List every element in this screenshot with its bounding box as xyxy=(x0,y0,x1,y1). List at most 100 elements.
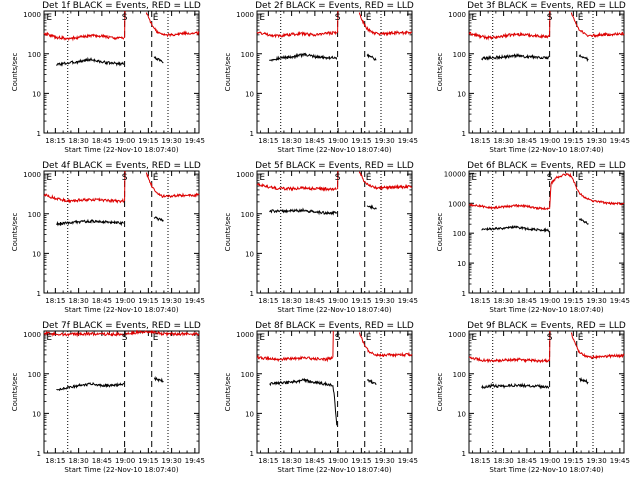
y-axis-label: Counts/sec xyxy=(436,373,444,412)
x-axis-label: Start Time (22-Nov-10 18:07:40) xyxy=(489,306,603,314)
events-trace xyxy=(578,218,589,225)
lld-trace xyxy=(43,31,125,42)
panel-title: Det 5f BLACK = Events, RED = LLD xyxy=(255,161,414,171)
events-trace xyxy=(366,53,377,61)
y-axis-label: Counts/sec xyxy=(224,213,232,252)
x-tick-label: 19:45 xyxy=(610,137,630,145)
x-tick-label: 18:45 xyxy=(305,297,325,305)
x-tick-label: 19:15 xyxy=(351,297,371,305)
y-tick-label: 1000 xyxy=(448,331,466,339)
y-tick-label: 10 xyxy=(245,250,254,258)
y-tick-label: 1000 xyxy=(448,11,466,19)
panel-title: Det 6f BLACK = Events, RED = LLD xyxy=(467,161,626,171)
interval-marker-label: E xyxy=(153,173,159,183)
y-tick-label: 10 xyxy=(457,90,466,98)
events-trace xyxy=(578,376,589,385)
x-tick-label: 18:30 xyxy=(282,297,302,305)
x-axis-label: Start Time (22-Nov-10 18:07:40) xyxy=(489,146,603,154)
interval-marker-label: E xyxy=(366,13,372,23)
detector-panel: Det 1f BLACK = Events, RED = LLD 1 10 100 10… xyxy=(11,1,205,154)
y-tick-label: 1000 xyxy=(23,331,41,339)
plot-frame xyxy=(468,10,625,134)
detector-panel: Det 5f BLACK = Events, RED = LLD 1 10 100 10… xyxy=(224,161,418,314)
y-tick-label: 1000 xyxy=(23,11,41,19)
x-tick-label: 19:30 xyxy=(375,457,395,465)
x-tick-label: 18:15 xyxy=(470,457,490,465)
x-tick-label: 18:45 xyxy=(92,297,112,305)
x-tick-label: 18:45 xyxy=(517,137,537,145)
lld-trace xyxy=(468,202,550,211)
x-tick-label: 19:30 xyxy=(162,457,182,465)
interval-marker-label: E xyxy=(366,333,372,343)
plot-frame xyxy=(468,330,625,454)
x-tick-label: 19:15 xyxy=(138,137,158,145)
lld-trace xyxy=(256,182,337,192)
x-tick-label: 19:00 xyxy=(540,457,560,465)
interval-marker-label: E xyxy=(259,13,265,23)
y-tick-label: 1 xyxy=(250,450,254,458)
x-tick-label: 19:30 xyxy=(587,137,607,145)
x-tick-label: 19:30 xyxy=(375,297,395,305)
y-tick-label: 100 xyxy=(453,51,466,59)
x-axis-label: Start Time (22-Nov-10 18:07:40) xyxy=(64,466,178,474)
x-tick-label: 19:15 xyxy=(138,297,158,305)
lld-trace xyxy=(576,188,625,206)
x-axis-label: Start Time (22-Nov-10 18:07:40) xyxy=(277,466,391,474)
plot-frame xyxy=(256,10,413,134)
y-tick-label: 1000 xyxy=(23,171,41,179)
x-tick-label: 18:15 xyxy=(45,297,65,305)
x-tick-label: 19:45 xyxy=(610,457,630,465)
lld-trace xyxy=(570,12,625,38)
y-tick-label: 1 xyxy=(37,450,41,458)
x-tick-label: 19:15 xyxy=(351,137,371,145)
y-axis-label: Counts/sec xyxy=(11,213,19,252)
y-tick-label: 1 xyxy=(37,290,41,298)
events-trace xyxy=(153,375,164,383)
x-tick-label: 18:15 xyxy=(258,297,278,305)
interval-marker-label: E xyxy=(471,173,477,183)
y-tick-label: 100 xyxy=(241,371,254,379)
interval-marker-label: S xyxy=(122,333,128,343)
events-trace xyxy=(269,207,338,216)
panel-title: Det 3f BLACK = Events, RED = LLD xyxy=(467,1,626,11)
x-tick-label: 19:00 xyxy=(115,137,135,145)
x-axis-label: Start Time (22-Nov-10 18:07:40) xyxy=(277,146,391,154)
panel-title: Det 4f BLACK = Events, RED = LLD xyxy=(42,161,201,171)
interval-marker-label: S xyxy=(335,13,341,23)
x-axis-label: Start Time (22-Nov-10 18:07:40) xyxy=(64,146,178,154)
y-tick-label: 100 xyxy=(28,371,41,379)
panel-title: Det 2f BLACK = Events, RED = LLD xyxy=(255,1,414,11)
y-tick-label: 100 xyxy=(453,371,466,379)
panel-title: Det 1f BLACK = Events, RED = LLD xyxy=(42,1,201,11)
x-tick-label: 19:00 xyxy=(328,457,348,465)
x-tick-label: 18:15 xyxy=(258,457,278,465)
y-tick-label: 10 xyxy=(32,250,41,258)
lld-trace xyxy=(469,356,550,364)
y-axis-label: Counts/sec xyxy=(11,373,19,412)
interval-marker-label: E xyxy=(153,333,159,343)
interval-marker-label: S xyxy=(122,13,128,23)
lld-trace xyxy=(358,12,412,37)
plot-frame xyxy=(43,10,200,134)
detector-panel: Det 7f BLACK = Events, RED = LLD 1 10 100 10… xyxy=(11,321,205,474)
x-tick-label: 19:45 xyxy=(185,137,205,145)
panel-title: Det 8f BLACK = Events, RED = LLD xyxy=(255,321,414,331)
interval-marker-label: S xyxy=(547,13,553,23)
x-tick-label: 18:15 xyxy=(470,137,490,145)
y-tick-label: 1 xyxy=(462,290,466,298)
x-tick-label: 19:45 xyxy=(185,457,205,465)
x-tick-label: 18:45 xyxy=(517,297,537,305)
plot-frame xyxy=(256,330,413,454)
interval-marker-label: E xyxy=(259,173,265,183)
events-trace xyxy=(578,53,589,63)
detector-panel: Det 4f BLACK = Events, RED = LLD 1 10 100 10… xyxy=(11,161,205,314)
interval-marker-label: S xyxy=(122,173,128,183)
x-tick-label: 19:15 xyxy=(563,137,583,145)
events-trace xyxy=(481,53,550,61)
interval-marker-label: S xyxy=(335,333,341,343)
x-tick-label: 18:15 xyxy=(470,297,490,305)
x-tick-label: 19:45 xyxy=(185,297,205,305)
lld-trace xyxy=(358,171,413,191)
y-tick-label: 10 xyxy=(245,410,254,418)
y-tick-label: 100 xyxy=(241,51,254,59)
